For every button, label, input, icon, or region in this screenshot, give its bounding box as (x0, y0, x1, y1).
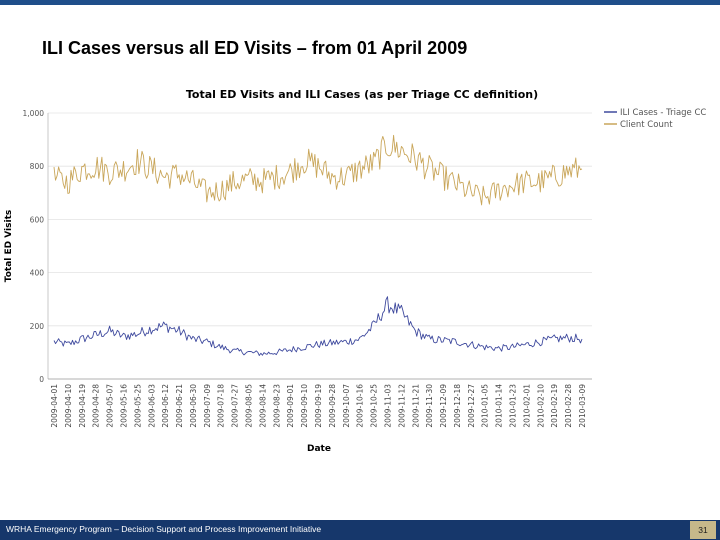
x-tick-label: 2009-05-25 (133, 384, 142, 428)
x-tick-label: 2009-08-23 (272, 384, 281, 428)
y-tick-labels: 0 200 400 600 800 1,000 (23, 109, 45, 384)
x-axis-label: Date (307, 444, 331, 454)
x-tick-label: 2009-09-28 (328, 384, 337, 428)
x-tick-label: 2010-02-28 (564, 384, 573, 428)
legend-label-client: Client Count (620, 120, 673, 130)
x-tick-labels: 2009-04-01 2009-04-10 2009-04-19 2009-04-28… (50, 384, 587, 428)
y-tick-label: 600 (30, 215, 45, 224)
x-tick-label: 2009-07-18 (217, 384, 226, 428)
x-tick-label: 2009-11-30 (425, 384, 434, 428)
series-line-client-count (54, 135, 582, 205)
x-tick-label: 2009-11-03 (383, 384, 392, 428)
top-accent-bar (0, 0, 720, 5)
x-tick-label: 2009-07-09 (203, 384, 212, 428)
x-tick-label: 2009-06-03 (147, 384, 156, 428)
x-tick-label: 2009-10-16 (356, 384, 365, 428)
x-tick-label: 2009-08-05 (245, 384, 254, 428)
x-tick-label: 2009-12-18 (453, 384, 462, 428)
x-tick-label: 2010-01-14 (495, 384, 504, 428)
x-tick-label: 2009-04-28 (92, 384, 101, 428)
x-tick-label: 2009-09-10 (300, 384, 309, 428)
x-tick-label: 2009-10-07 (342, 384, 351, 428)
x-tick-label: 2010-02-01 (522, 384, 531, 428)
x-tick-label: 2010-03-09 (578, 384, 587, 428)
footer-bar: WRHA Emergency Program – Decision Suppor… (0, 520, 720, 540)
x-tick-label: 2009-05-07 (106, 384, 115, 428)
y-tick-label: 1,000 (23, 109, 45, 118)
x-tick-label: 2009-09-01 (286, 384, 295, 428)
x-tick-label: 2009-11-21 (411, 384, 420, 428)
x-tick-label: 2009-06-21 (175, 384, 184, 428)
x-tick-label: 2009-12-27 (467, 384, 476, 428)
x-tick-label: 2010-02-19 (550, 384, 559, 428)
x-tick-label: 2009-08-14 (258, 384, 267, 428)
x-tick-label: 2009-06-30 (189, 384, 198, 428)
series-lines (54, 135, 582, 355)
x-tick-label: 2009-12-09 (439, 384, 448, 428)
x-tick-label: 2010-01-23 (509, 384, 518, 428)
x-tick-label: 2009-10-25 (370, 384, 379, 428)
x-tick-label: 2009-09-19 (314, 384, 323, 428)
slide-title: ILI Cases versus all ED Visits – from 01… (42, 38, 467, 59)
y-tick-label: 0 (39, 375, 44, 384)
x-tick-label: 2009-07-27 (231, 384, 240, 428)
x-tick-label: 2009-04-10 (64, 384, 73, 428)
page-number: 31 (690, 521, 716, 539)
chart-title: Total ED Visits and ILI Cases (as per Tr… (186, 88, 538, 101)
x-tick-label: 2009-05-16 (119, 384, 128, 428)
x-tick-label: 2010-01-05 (481, 384, 490, 428)
x-tick-label: 2009-11-12 (397, 384, 406, 428)
y-tick-label: 200 (30, 322, 45, 331)
y-tick-label: 400 (30, 269, 45, 278)
y-gridlines (48, 113, 592, 326)
y-axis-label: Total ED Visits (4, 210, 14, 282)
legend: ILI Cases - Triage CC Client Count (604, 108, 706, 130)
x-tick-label: 2009-06-12 (161, 384, 170, 428)
y-tick-label: 800 (30, 162, 45, 171)
footer-text: WRHA Emergency Program – Decision Suppor… (6, 524, 321, 534)
x-tick-label: 2010-02-10 (536, 384, 545, 428)
legend-label-ili: ILI Cases - Triage CC (620, 108, 706, 118)
x-tick-label: 2009-04-19 (78, 384, 87, 428)
x-tick-label: 2009-04-01 (50, 384, 59, 428)
